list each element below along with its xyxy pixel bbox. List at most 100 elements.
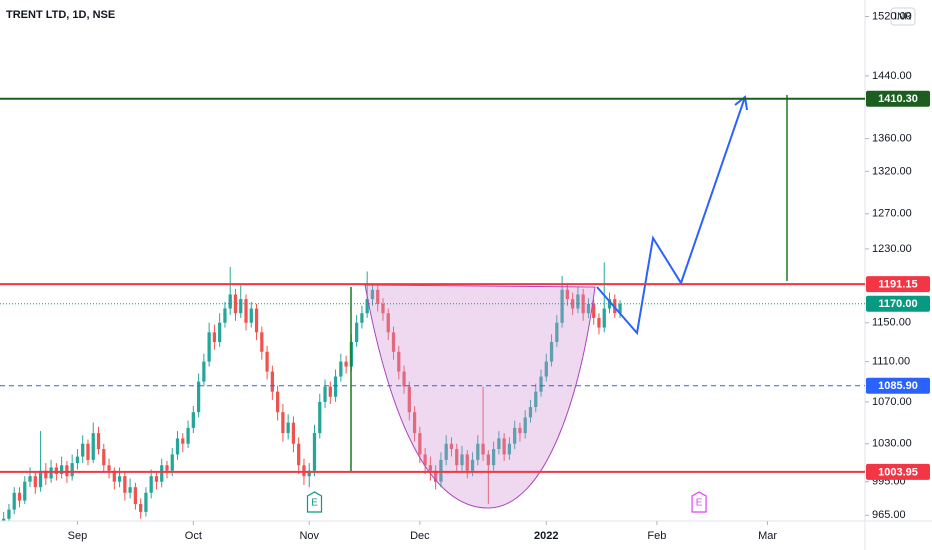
candle-body xyxy=(223,308,227,323)
y-tick-label: 965.00 xyxy=(872,509,906,521)
x-tick-label: Mar xyxy=(758,530,777,542)
price-level-label: 1170.00 xyxy=(878,298,917,310)
candle-body xyxy=(407,386,411,413)
chart-title: TRENT LTD, 1D, NSE xyxy=(6,9,115,21)
y-tick-label: 1520.00 xyxy=(872,10,912,22)
y-tick-label: 1440.00 xyxy=(872,70,912,82)
candle-body xyxy=(323,386,327,402)
candle-body xyxy=(123,476,127,493)
candle-body xyxy=(149,476,153,493)
candle-body xyxy=(523,417,527,434)
candle-body xyxy=(228,294,232,309)
candle-body xyxy=(318,401,322,434)
candle-body xyxy=(112,470,116,482)
candle-body xyxy=(33,476,37,488)
candle-body xyxy=(412,412,417,434)
candle-body xyxy=(444,443,448,460)
candle-body xyxy=(165,465,169,471)
candle-body xyxy=(434,470,438,482)
price-level-badge xyxy=(866,377,930,394)
candle-body xyxy=(207,332,211,362)
candle-body xyxy=(365,299,369,314)
candle-body xyxy=(254,308,259,333)
earnings-label: E xyxy=(311,498,318,509)
price-level-badge xyxy=(866,276,930,293)
candle-body xyxy=(560,289,564,323)
price-level-badge xyxy=(866,463,930,480)
candle-body xyxy=(70,463,74,477)
candle-body xyxy=(344,361,348,367)
candle-body xyxy=(12,492,16,510)
candle-body xyxy=(86,443,90,460)
candle-body xyxy=(534,391,538,408)
x-tick-label: Sep xyxy=(68,530,88,542)
candle-body xyxy=(275,391,280,413)
candle-body xyxy=(7,509,11,519)
candle-body xyxy=(218,322,222,343)
candle-body xyxy=(170,454,174,471)
y-tick-label: 1360.00 xyxy=(872,133,912,145)
candle-body xyxy=(370,289,375,300)
drawings xyxy=(350,95,788,509)
candle-body xyxy=(28,476,32,482)
projection-arrowhead xyxy=(734,95,748,111)
candle-body xyxy=(181,438,185,444)
price-level-label: 1003.95 xyxy=(878,466,918,478)
candle-body xyxy=(96,433,101,450)
candle-body xyxy=(513,427,517,444)
candle-body xyxy=(196,381,201,413)
y-tick-label: 1030.00 xyxy=(872,438,912,450)
candle-body xyxy=(544,361,548,377)
currency-badge xyxy=(890,7,916,26)
y-tick-label: 1230.00 xyxy=(872,243,912,255)
candle-body xyxy=(307,470,311,477)
candle-body xyxy=(2,518,6,521)
candle-body xyxy=(586,303,591,314)
candle-body xyxy=(486,454,490,466)
candle-body xyxy=(17,492,22,501)
y-tick-label: 1320.00 xyxy=(872,165,912,177)
candle-body xyxy=(312,433,317,471)
candle-body xyxy=(460,454,464,466)
candle-body xyxy=(549,342,554,362)
candle-body xyxy=(160,465,164,482)
candle-body xyxy=(502,438,506,455)
candle-body xyxy=(328,386,332,397)
candle-body xyxy=(581,294,585,314)
candle-body xyxy=(576,294,580,309)
candle-body xyxy=(455,449,459,466)
candle-body xyxy=(233,294,238,314)
candle-body xyxy=(423,454,427,466)
candle-body xyxy=(333,376,338,397)
candle-body xyxy=(449,443,454,450)
earnings-label: E xyxy=(696,498,703,509)
candle-body xyxy=(291,422,296,444)
x-tick-label: Oct xyxy=(185,530,202,542)
candle-body xyxy=(539,376,543,392)
candle-body xyxy=(302,465,306,477)
candle-body xyxy=(397,351,401,372)
candle-body xyxy=(91,433,95,460)
candle-body xyxy=(107,465,111,471)
y-tick-label: 1270.00 xyxy=(872,208,912,220)
candle-body xyxy=(497,438,501,450)
y-tick-label: 1110.00 xyxy=(872,356,910,368)
candle-body xyxy=(518,427,522,434)
candle-body xyxy=(75,456,80,464)
candle-body xyxy=(592,303,596,318)
candle-body xyxy=(60,465,64,474)
candle-body xyxy=(286,422,290,434)
earnings-marker xyxy=(306,491,323,513)
candle-body xyxy=(618,303,622,314)
candle-body xyxy=(465,454,469,471)
candle-body xyxy=(175,438,180,455)
candle-body xyxy=(81,443,85,457)
x-tick-label: Dec xyxy=(410,530,430,542)
candle-body xyxy=(186,427,190,444)
candle-body xyxy=(386,313,390,333)
candle-body xyxy=(102,449,106,466)
price-level-label: 1410.30 xyxy=(878,93,918,105)
candle-body xyxy=(265,351,269,372)
candle-body xyxy=(381,303,385,314)
